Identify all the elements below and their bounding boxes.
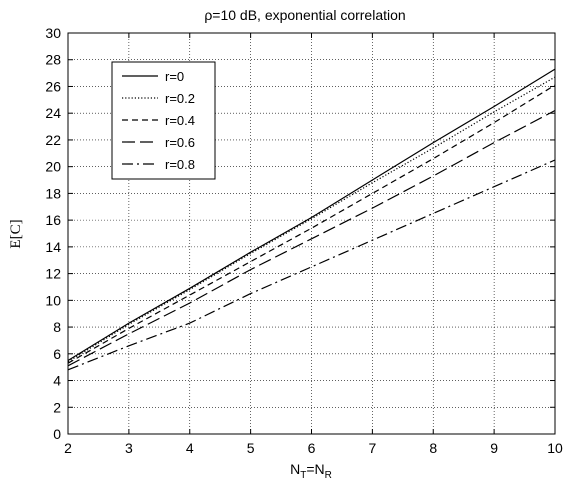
y-tick-label: 12: [45, 266, 61, 282]
y-tick-label: 8: [53, 319, 61, 335]
chart-title: ρ=10 dB, exponential correlation: [204, 7, 405, 23]
series-line-r-0: [67, 68, 556, 362]
x-tick-label: 10: [547, 440, 563, 456]
y-tick-label: 10: [45, 292, 61, 308]
legend: r=0 r=0.2 r=0.4 r=0.6 r=0.8: [111, 61, 216, 180]
x-axis-label-sub-r: R: [325, 470, 332, 481]
y-tick-label: 0: [53, 426, 61, 442]
y-tick-label: 24: [45, 105, 61, 121]
series-line-r-0-8: [67, 159, 556, 371]
x-axis-label: NT=NR: [290, 461, 332, 481]
y-tick-label: 4: [53, 373, 61, 389]
x-tick-label: 6: [308, 440, 316, 456]
legend-entry-label: r=0.4: [165, 113, 195, 128]
x-tick-label: 9: [490, 440, 498, 456]
legend-box: [111, 61, 216, 180]
y-tick-label: 14: [45, 239, 61, 255]
series-line-r-0-2: [67, 76, 556, 363]
y-tick-label: 18: [45, 185, 61, 201]
x-tick-label: 8: [429, 440, 437, 456]
x-axis-label-main: N: [290, 461, 300, 477]
y-tick-label: 28: [45, 52, 61, 68]
legend-entry-label: r=0: [165, 69, 184, 84]
y-tick-label: 26: [45, 78, 61, 94]
y-tick-label: 20: [45, 159, 61, 175]
y-tick-label: 2: [53, 399, 61, 415]
x-tick-label: 4: [186, 440, 194, 456]
legend-entry-label: r=0.2: [165, 91, 195, 106]
y-tick-label: 22: [45, 132, 61, 148]
y-axis-label: E[C]: [8, 219, 24, 248]
y-tick-label: 30: [45, 25, 61, 41]
x-tick-label: 5: [247, 440, 255, 456]
y-tick-label: 16: [45, 212, 61, 228]
legend-entry-label: r=0.6: [165, 135, 195, 150]
x-tick-label: 3: [125, 440, 133, 456]
series-lines: [67, 68, 556, 371]
x-axis-label-sub-t: T: [300, 470, 306, 481]
series-line-r-0-6: [67, 109, 556, 367]
series-line-r-0-4: [67, 84, 556, 364]
x-tick-label: 7: [368, 440, 376, 456]
y-tick-label: 6: [53, 346, 61, 362]
x-tick-label: 2: [64, 440, 72, 456]
legend-entry-label: r=0.8: [165, 157, 195, 172]
x-axis-label-eq: =N: [306, 461, 324, 477]
